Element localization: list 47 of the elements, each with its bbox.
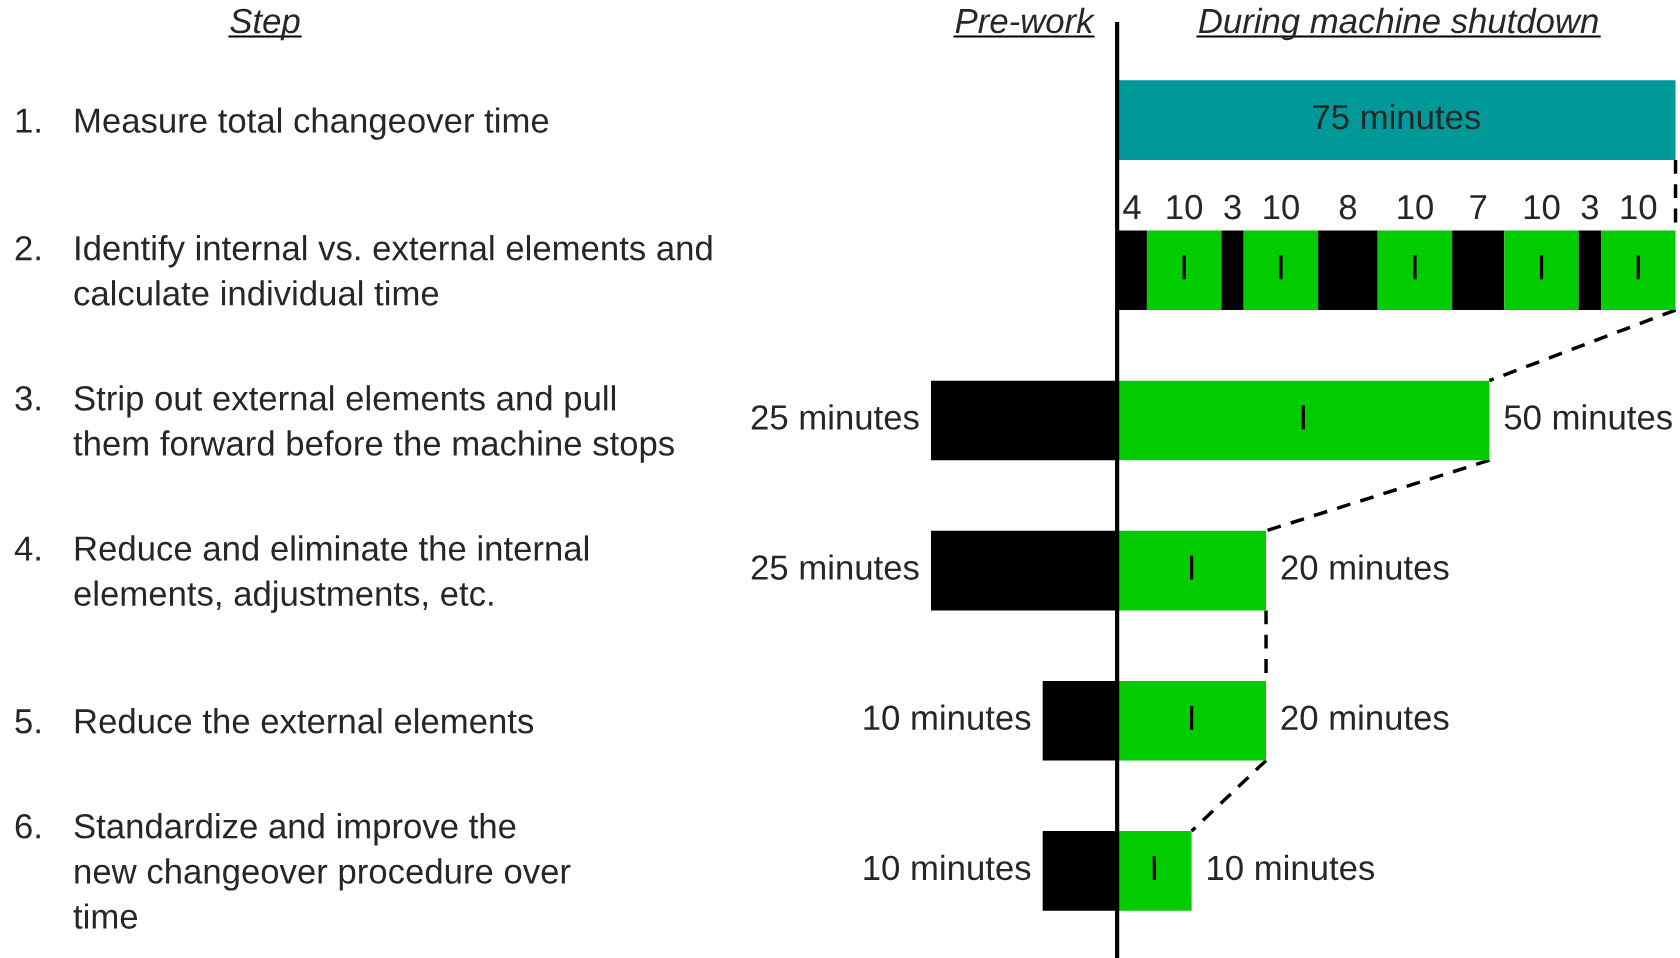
bar [1117, 80, 1676, 160]
data-label: 10 minutes [864, 854, 1031, 881]
y-tick-label: 1. Measure total changeover time [16, 107, 549, 140]
series-label: I [1279, 255, 1283, 280]
bar [1578, 230, 1602, 311]
bar [1221, 230, 1244, 311]
data-label: 25 minutes [751, 554, 919, 580]
y-tick-label: 4. Reduce and eliminate the internal elements, adjustments, etc. [14, 535, 588, 613]
data-label: 10 [1398, 194, 1433, 220]
y-tick-label: 2. Identify internal vs. external elements and calculate individual time [15, 235, 712, 306]
chart-title: Pre-work [955, 7, 1095, 34]
bar [1452, 230, 1505, 311]
series-label: I [1636, 255, 1640, 280]
bar [1243, 230, 1319, 311]
data-label: 10 [1167, 194, 1203, 220]
data-label: 10 [1264, 194, 1299, 220]
data-label: 50 minutes [1504, 404, 1672, 430]
text: I [1189, 705, 1194, 730]
data-label: 3 [1581, 194, 1599, 220]
series-label: I [1413, 255, 1417, 280]
data-label: 8 [1339, 194, 1357, 220]
data-label: 10 [1621, 194, 1657, 220]
y-tick-label: 6. Standardize and improve the new changeover procedure over time [15, 813, 571, 929]
data-label: 3 [1224, 194, 1241, 220]
bar [1601, 230, 1676, 311]
data-label: 20 minutes [1281, 554, 1449, 580]
bar [1504, 230, 1579, 311]
series-label: I [1539, 255, 1544, 280]
data-label: 10 minutes [864, 704, 1031, 731]
y-tick-label: 3. Strip out external elements and pull them forward before the machine stops [15, 385, 674, 463]
data-label: 75 minutes [1313, 103, 1481, 130]
data-label: 25 minutes [751, 404, 919, 430]
series-label: I [1301, 405, 1305, 430]
bar [1318, 230, 1378, 311]
text: I [1189, 555, 1194, 580]
text: I [1152, 856, 1156, 880]
chart-title: During machine shutdown [1198, 7, 1598, 41]
data-label: 4 [1123, 195, 1141, 220]
y-tick-label: 5. Reduce the external elements [15, 708, 534, 734]
bar [1146, 230, 1222, 311]
data-label: 10 minutes [1208, 854, 1375, 881]
data-label: 10 [1524, 194, 1560, 220]
series-label: I [1182, 255, 1186, 280]
data-label: 7 [1470, 195, 1487, 220]
data-label: 20 minutes [1281, 704, 1449, 731]
bar [1377, 230, 1453, 311]
text: Step [230, 8, 300, 41]
